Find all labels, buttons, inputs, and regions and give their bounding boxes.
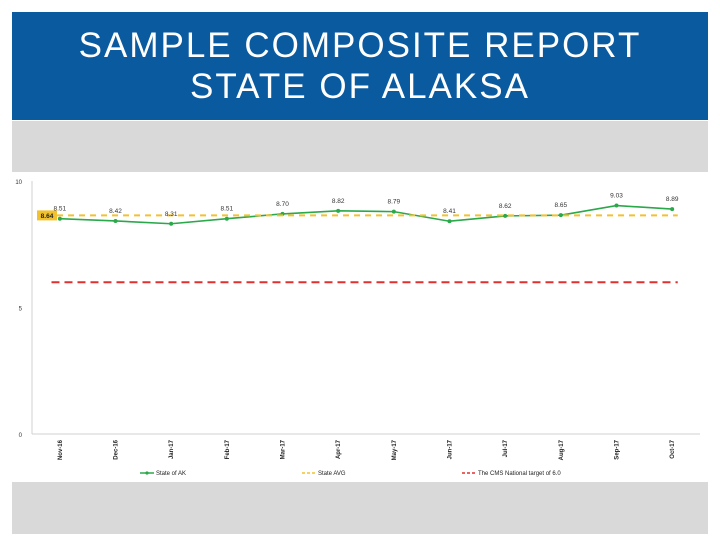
- line-chart: 0 5 10 Nov-16 Dec-16 Jan-17 Feb-17 Mar-17 Apr-17…: [15, 180, 700, 477]
- series-line-1: [59, 204, 673, 225]
- data-point: [391, 209, 396, 214]
- data-point: [113, 218, 118, 223]
- x-tick-label: Sep-17: [615, 439, 621, 459]
- legend-label: The CMS National target of 6.0: [478, 471, 561, 477]
- data-label: 8.41: [443, 208, 456, 215]
- x-tick-label: Jun-17: [448, 439, 454, 459]
- x-tick-label: Aug-17: [559, 439, 565, 460]
- footer-band: [12, 482, 708, 534]
- avg-label-bg: [37, 210, 57, 221]
- header-band: [12, 121, 708, 172]
- avg-label: 8.64: [41, 213, 54, 220]
- y-tick-label: 0: [19, 433, 23, 439]
- data-point: [558, 213, 563, 218]
- data-label: 8.65: [555, 202, 568, 209]
- x-tick-label: Mar-17: [281, 439, 287, 459]
- slide-title: SAMPLE COMPOSITE REPORT STATE OF ALAKSA: [78, 26, 642, 106]
- data-label: 8.42: [109, 208, 122, 215]
- legend-label: State AVG: [318, 471, 346, 477]
- x-tick-label: Oct-17: [670, 439, 676, 458]
- data-label: 8.51: [221, 206, 234, 213]
- x-tick-label: Jul-17: [503, 439, 509, 457]
- x-tick-label: Apr-17: [336, 439, 342, 459]
- data-point: [503, 213, 508, 218]
- y-tick-label: 10: [15, 180, 22, 186]
- data-label: 8.62: [499, 203, 512, 210]
- data-label: 8.82: [332, 198, 345, 205]
- data-label: 8.51: [54, 206, 67, 213]
- x-tick-label: May-17: [392, 439, 398, 460]
- data-label: 8.89: [666, 196, 679, 203]
- data-label: 8.31: [165, 211, 178, 218]
- y-tick-label: 5: [19, 307, 23, 313]
- legend-marker: [145, 471, 149, 475]
- data-point: [169, 221, 174, 226]
- chart-area: 0 5 10 Nov-16 Dec-16 Jan-17 Feb-17 Mar-17 Apr-17…: [12, 172, 708, 482]
- data-label: 8.70: [276, 201, 289, 208]
- x-tick-label: Nov-16: [58, 439, 64, 460]
- data-point: [670, 207, 675, 212]
- x-tick-label: Jan-17: [169, 439, 175, 459]
- x-tick-label: Feb-17: [225, 439, 231, 459]
- legend-label: State of AK: [156, 471, 186, 477]
- x-tick-label: Dec-16: [114, 439, 120, 459]
- data-point: [614, 203, 619, 208]
- data-point: [447, 219, 452, 224]
- data-label: 9.03: [610, 193, 623, 200]
- data-point: [224, 216, 229, 221]
- data-point: [57, 216, 62, 221]
- data-label: 8.79: [388, 199, 401, 206]
- title-bar: SAMPLE COMPOSITE REPORT STATE OF ALAKSA: [12, 12, 708, 120]
- data-point: [336, 208, 341, 213]
